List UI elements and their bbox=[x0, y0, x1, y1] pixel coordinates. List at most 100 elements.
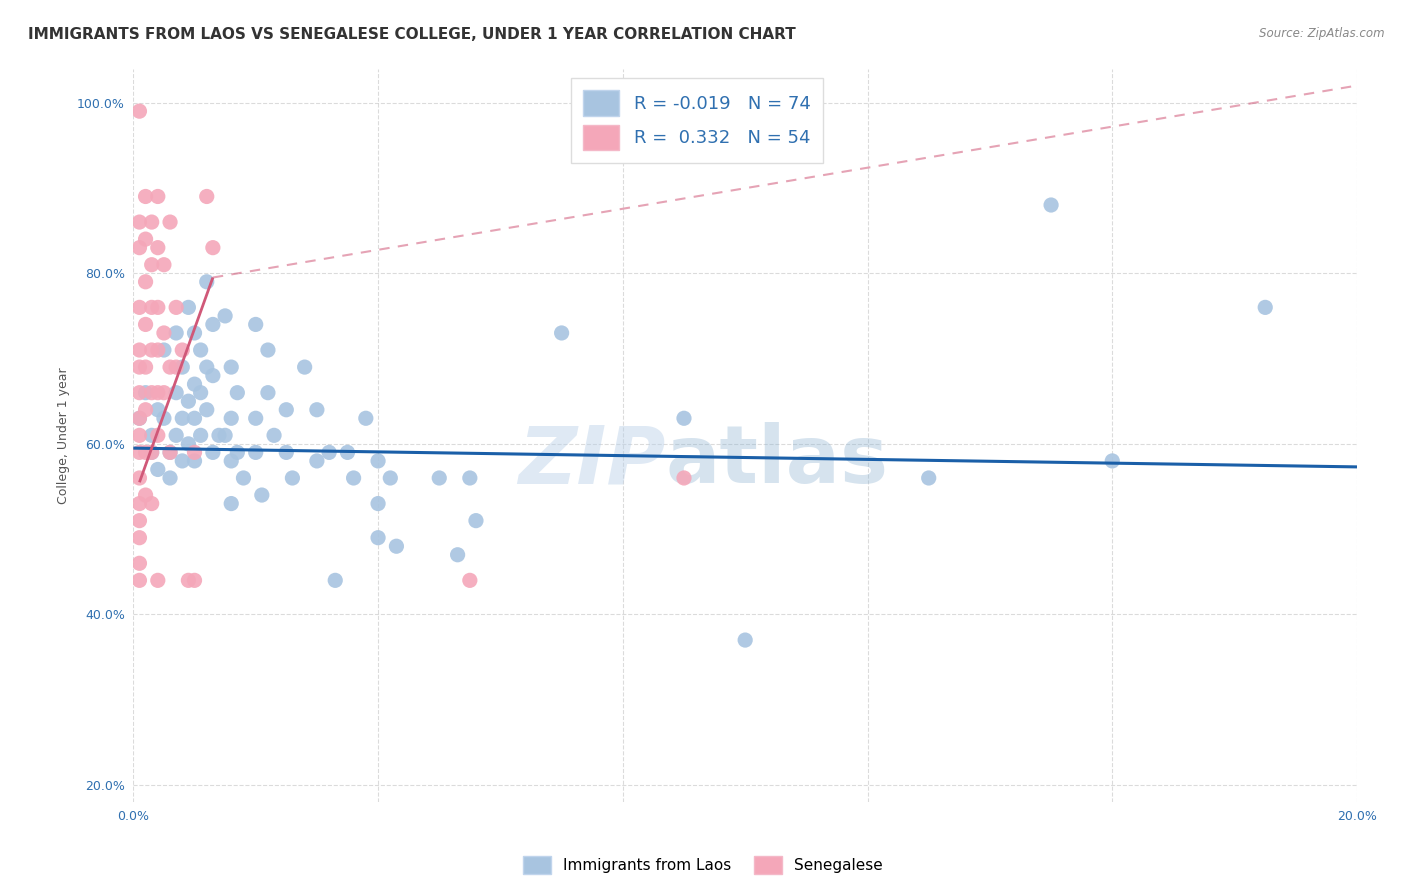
Point bbox=[159, 360, 181, 375]
Point bbox=[146, 241, 169, 255]
Point bbox=[294, 360, 316, 375]
Point bbox=[141, 445, 163, 459]
Point bbox=[201, 445, 224, 459]
Point bbox=[342, 471, 364, 485]
Point bbox=[201, 241, 224, 255]
Point bbox=[195, 275, 218, 289]
Point bbox=[146, 574, 169, 588]
Point bbox=[183, 411, 205, 425]
Point bbox=[135, 318, 157, 332]
Point bbox=[128, 385, 150, 400]
Point bbox=[172, 411, 194, 425]
Point bbox=[146, 189, 169, 203]
Point bbox=[367, 497, 389, 511]
Point bbox=[128, 428, 150, 442]
Point bbox=[177, 301, 200, 315]
Point bbox=[190, 385, 212, 400]
Point bbox=[146, 462, 169, 476]
Point bbox=[219, 454, 242, 468]
Point bbox=[153, 411, 176, 425]
Point bbox=[141, 343, 163, 357]
Point bbox=[128, 104, 150, 119]
Point bbox=[446, 548, 468, 562]
Point bbox=[153, 258, 176, 272]
Point bbox=[385, 539, 408, 553]
Point bbox=[183, 326, 205, 340]
Point bbox=[146, 385, 169, 400]
Point bbox=[190, 343, 212, 357]
Point bbox=[135, 385, 157, 400]
Point bbox=[257, 343, 280, 357]
Point bbox=[128, 411, 150, 425]
Text: Source: ZipAtlas.com: Source: ZipAtlas.com bbox=[1260, 27, 1385, 40]
Point bbox=[146, 343, 169, 357]
Point bbox=[135, 488, 157, 502]
Point bbox=[146, 402, 169, 417]
Legend: R = -0.019   N = 74, R =  0.332   N = 54: R = -0.019 N = 74, R = 0.332 N = 54 bbox=[571, 78, 824, 163]
Point bbox=[128, 241, 150, 255]
Point bbox=[183, 574, 205, 588]
Point bbox=[305, 454, 328, 468]
Point bbox=[128, 411, 150, 425]
Point bbox=[128, 215, 150, 229]
Point bbox=[318, 445, 340, 459]
Point bbox=[159, 215, 181, 229]
Point bbox=[245, 445, 267, 459]
Point bbox=[367, 454, 389, 468]
Point bbox=[128, 471, 150, 485]
Point bbox=[183, 445, 205, 459]
Point bbox=[135, 275, 157, 289]
Text: ZIP: ZIP bbox=[519, 422, 665, 500]
Point bbox=[135, 402, 157, 417]
Point bbox=[146, 428, 169, 442]
Point bbox=[159, 445, 181, 459]
Point bbox=[672, 471, 695, 485]
Point bbox=[458, 471, 481, 485]
Point bbox=[276, 402, 298, 417]
Point bbox=[336, 445, 359, 459]
Point bbox=[128, 497, 150, 511]
Y-axis label: College, Under 1 year: College, Under 1 year bbox=[58, 367, 70, 504]
Point bbox=[195, 402, 218, 417]
Point bbox=[427, 471, 450, 485]
Point bbox=[128, 445, 150, 459]
Point bbox=[1101, 454, 1123, 468]
Point bbox=[219, 497, 242, 511]
Point bbox=[177, 437, 200, 451]
Point bbox=[128, 301, 150, 315]
Point bbox=[380, 471, 402, 485]
Point bbox=[141, 428, 163, 442]
Point bbox=[354, 411, 377, 425]
Point bbox=[219, 411, 242, 425]
Point bbox=[165, 326, 187, 340]
Text: IMMIGRANTS FROM LAOS VS SENEGALESE COLLEGE, UNDER 1 YEAR CORRELATION CHART: IMMIGRANTS FROM LAOS VS SENEGALESE COLLE… bbox=[28, 27, 796, 42]
Point bbox=[135, 232, 157, 246]
Point bbox=[135, 189, 157, 203]
Point bbox=[195, 189, 218, 203]
Point bbox=[172, 360, 194, 375]
Point bbox=[214, 428, 236, 442]
Point bbox=[135, 360, 157, 375]
Point bbox=[183, 377, 205, 392]
Point bbox=[135, 445, 157, 459]
Point bbox=[159, 471, 181, 485]
Point bbox=[165, 428, 187, 442]
Point bbox=[141, 445, 163, 459]
Point bbox=[550, 326, 572, 340]
Point bbox=[177, 394, 200, 409]
Point bbox=[159, 445, 181, 459]
Point bbox=[141, 301, 163, 315]
Point bbox=[232, 471, 254, 485]
Point bbox=[146, 301, 169, 315]
Point bbox=[276, 445, 298, 459]
Point bbox=[183, 454, 205, 468]
Point bbox=[226, 445, 249, 459]
Point bbox=[367, 531, 389, 545]
Point bbox=[250, 488, 273, 502]
Text: atlas: atlas bbox=[665, 422, 889, 500]
Point bbox=[172, 454, 194, 468]
Point bbox=[128, 360, 150, 375]
Point bbox=[177, 574, 200, 588]
Point bbox=[214, 309, 236, 323]
Point bbox=[128, 514, 150, 528]
